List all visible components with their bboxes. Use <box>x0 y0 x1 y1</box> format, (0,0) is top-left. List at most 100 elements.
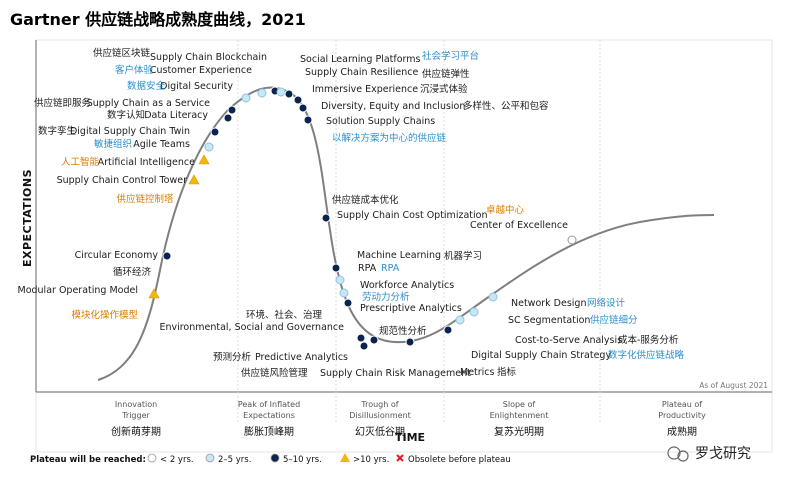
label-en-environmental-social-and-governance: Environmental, Social and Governance <box>159 322 344 333</box>
x-axis-label: TIME <box>395 431 425 444</box>
marker-social-learning-platforms <box>276 87 286 97</box>
marker-supply-chain-cost-optimization <box>321 213 331 223</box>
phase-en-line2: Enlightenment <box>490 411 549 420</box>
legend-label-2to5: 2–5 yrs. <box>218 455 251 465</box>
label-cn-circular-economy: 循环经济 <box>113 266 152 278</box>
label-cn-data-literacy: 数字认知 <box>107 109 145 121</box>
label-en-immersive-experience: Immersive Experience <box>312 84 418 95</box>
label-en-social-learning-platforms: Social Learning Platforms <box>300 54 421 65</box>
marker-center-of-excellence <box>567 235 577 245</box>
label-cn-environmental-social-and-governance: 环境、社会、治理 <box>246 309 323 321</box>
wechat-icon <box>667 446 681 460</box>
label-en-digital-supply-chain-twin: Digital Supply Chain Twin <box>70 126 190 137</box>
label-en-supply-chain-resilience: Supply Chain Resilience <box>305 67 419 78</box>
legend-title: Plateau will be reached: <box>30 455 146 465</box>
phase-en-line1: Peak of Inflated <box>238 400 300 409</box>
phase-en-line1: Trough of <box>360 400 398 409</box>
marker-prescriptive-analytics <box>343 298 353 308</box>
label-cn-agile-teams: 敏捷组织 <box>94 138 132 150</box>
legend-swatch-lt2 <box>147 453 157 463</box>
phase-en-line2: Trigger <box>121 411 150 420</box>
label-cn-diversity-equity-and-inclusion: 多样性、公平和包容 <box>463 100 549 112</box>
label-en-supply-chain-control-tower: Supply Chain Control Tower <box>57 175 188 186</box>
label-en-digital-security: Digital Security <box>160 81 233 92</box>
marker-supply-chain-as-a-service <box>227 105 237 115</box>
phase-cn: 膨胀顶峰期 <box>244 425 294 438</box>
label-en-customer-experience: Customer Experience <box>150 65 252 76</box>
marker-circular-economy <box>162 251 172 261</box>
legend-swatch-gt10 <box>340 453 350 462</box>
label-cn-supply-chain-blockchain: 供应链区块链 <box>93 47 151 59</box>
phase-en-line1: Slope of <box>503 400 536 409</box>
phase-cn: 成熟期 <box>667 425 697 438</box>
label-en-supply-chain-cost-optimization: Supply Chain Cost Optimization <box>337 210 487 221</box>
hype-curve <box>97 86 715 381</box>
label-en-sc-segmentation: SC Segmentation <box>508 315 590 326</box>
label-en-supply-chain-risk-management: Supply Chain Risk Management <box>320 368 471 379</box>
label-en-supply-chain-blockchain: Supply Chain Blockchain <box>150 52 267 63</box>
phase-en-line2: Expectations <box>243 411 295 420</box>
label-en-predictive-analytics: Predictive Analytics <box>255 352 348 363</box>
marker-digital-security <box>241 93 251 103</box>
label-en-network-design: Network Design <box>511 298 587 309</box>
label-cn-supply-chain-resilience: 供应链弹性 <box>422 68 470 80</box>
label-cn-solution-supply-chains: 以解决方案为中心的供应链 <box>332 132 447 144</box>
marker-sc-segmentation <box>469 307 479 317</box>
label-cn-digital-supply-chain-strategy: 数字化供应链战略 <box>608 349 685 361</box>
label-en-data-literacy: Data Literacy <box>144 110 208 121</box>
marker-cost-to-serve-analysis <box>455 315 465 325</box>
phase-cn: 复苏光明期 <box>494 425 544 438</box>
phase-en-line2: Productivity <box>658 411 706 420</box>
label-cn-cost-to-serve-analysis: 成本-服务分析 <box>618 334 679 346</box>
label-en-metrics: Metrics <box>460 367 495 378</box>
label-cn-customer-experience: 客户体验 <box>115 64 154 76</box>
marker-modular-operating-model <box>148 288 160 299</box>
phase-cn: 创新萌芽期 <box>111 425 161 438</box>
label-cn-prescriptive-analytics: 规范性分析 <box>379 325 427 337</box>
label-cn-supply-chain-cost-optimization: 供应链成本优化 <box>332 194 399 206</box>
label-cn-center-of-excellence: 卓越中心 <box>486 204 525 216</box>
legend-swatch-2to5 <box>205 453 215 463</box>
marker-workforce-analytics <box>339 288 349 298</box>
legend-swatch-5to10 <box>270 453 280 463</box>
label-cn-rpa: RPA <box>381 263 400 274</box>
as-of-note: As of August 2021 <box>699 381 768 390</box>
marker-predictive-analytics <box>359 341 369 351</box>
marker-network-design <box>488 292 498 302</box>
label-en-center-of-excellence: Center of Excellence <box>470 220 568 231</box>
marker-rpa <box>335 275 345 285</box>
label-cn-workforce-analytics: 劳动力分析 <box>362 291 410 303</box>
label-en-solution-supply-chains: Solution Supply Chains <box>326 116 435 127</box>
marker-supply-chain-resilience <box>284 89 294 99</box>
phase-en-line1: Innovation <box>115 400 157 409</box>
label-cn-modular-operating-model: 模块化操作模型 <box>71 309 138 321</box>
label-cn-machine-learning: 机器学习 <box>444 250 482 262</box>
marker-agile-teams <box>204 142 214 152</box>
marker-customer-experience <box>257 88 267 98</box>
label-en-diversity-equity-and-inclusion: Diversity, Equity and Inclusion <box>321 101 465 112</box>
label-cn-immersive-experience: 沉浸式体验 <box>420 83 468 95</box>
marker-metrics <box>405 337 415 347</box>
marker-immersive-experience <box>293 95 303 105</box>
label-en-circular-economy: Circular Economy <box>75 250 159 261</box>
label-cn-supply-chain-risk-management: 供应链风险管理 <box>241 367 308 379</box>
label-cn-supply-chain-as-a-service: 供应链即服务 <box>34 97 92 109</box>
watermark: 罗戈研究 <box>667 446 751 462</box>
marker-solution-supply-chains <box>303 115 313 125</box>
label-cn-supply-chain-control-tower: 供应链控制塔 <box>116 193 174 205</box>
marker-diversity-equity-and-inclusion <box>298 103 308 113</box>
label-cn-digital-supply-chain-twin: 数字孪生 <box>38 125 77 137</box>
watermark-text: 罗戈研究 <box>695 446 751 462</box>
label-cn-metrics: 指标 <box>497 366 517 378</box>
label-cn-network-design: 网络设计 <box>587 297 626 309</box>
wechat-icon-2 <box>677 450 689 462</box>
marker-supply-chain-risk-management <box>369 335 379 345</box>
phase-en-line2: Disillusionment <box>349 411 411 420</box>
legend-swatch-obsolete <box>396 454 404 462</box>
marker-machine-learning <box>331 263 341 273</box>
label-en-supply-chain-as-a-service: Supply Chain as a Service <box>87 98 210 109</box>
marker-digital-supply-chain-strategy <box>443 325 453 335</box>
phase-en-line1: Plateau of <box>662 400 702 409</box>
label-en-modular-operating-model: Modular Operating Model <box>18 285 139 296</box>
